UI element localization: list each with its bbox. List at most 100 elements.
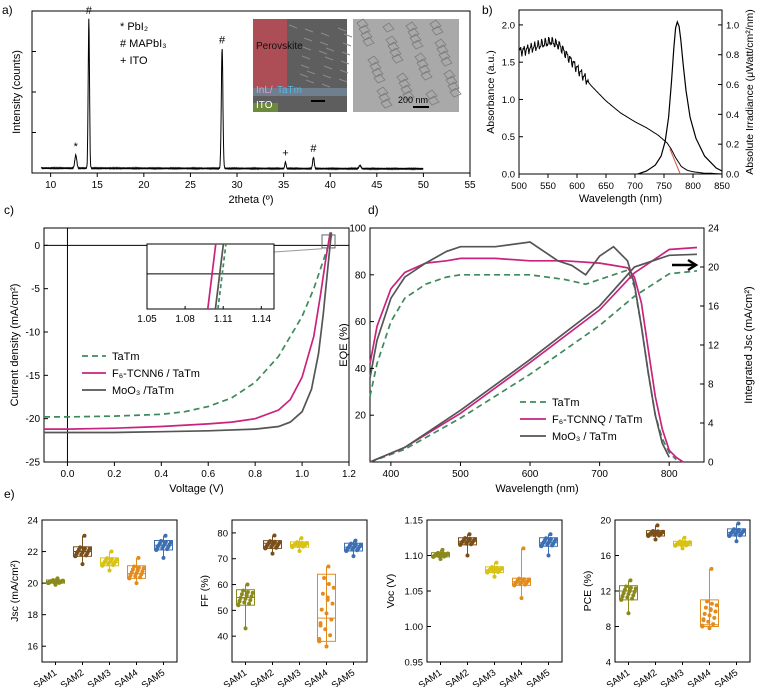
box-point bbox=[548, 532, 553, 537]
inset-series-line bbox=[206, 243, 217, 310]
box-point bbox=[492, 574, 497, 579]
box-point bbox=[513, 581, 518, 586]
y-tick-label: 20 bbox=[600, 516, 611, 527]
box-point bbox=[620, 594, 625, 599]
sem-grain bbox=[360, 30, 373, 41]
box-point bbox=[319, 607, 324, 612]
x-tick-label: 0.8 bbox=[248, 469, 262, 480]
y-tick-label: 12 bbox=[600, 587, 611, 598]
sem-texture bbox=[341, 51, 351, 56]
box-point bbox=[272, 533, 277, 538]
jv-series-line bbox=[44, 232, 332, 430]
box-point bbox=[242, 600, 247, 605]
x-tick-label: 20 bbox=[138, 180, 150, 191]
jsc-series-line bbox=[369, 246, 698, 463]
category-label: SAM4 bbox=[686, 667, 714, 687]
peak-marker: # bbox=[86, 5, 93, 17]
box-point bbox=[135, 568, 140, 573]
box-point bbox=[107, 568, 112, 573]
box-point bbox=[735, 529, 740, 534]
sem-grain bbox=[382, 22, 395, 33]
category-label: SAM5 bbox=[525, 667, 553, 687]
sem-grain bbox=[416, 58, 429, 69]
panel-label-a: a) bbox=[2, 3, 13, 17]
box-point bbox=[247, 601, 252, 606]
jsc-series-line bbox=[369, 270, 698, 463]
x-tick-label: 0.2 bbox=[107, 469, 121, 480]
y-tick-label: 16 bbox=[600, 551, 611, 562]
sem-texture bbox=[320, 32, 330, 37]
box-point bbox=[236, 602, 241, 607]
eqe-series-line bbox=[369, 257, 684, 463]
box-point bbox=[277, 540, 282, 545]
eqe-series-line bbox=[369, 241, 670, 458]
y-axis-label: EQE (%) bbox=[338, 323, 350, 366]
box-point bbox=[268, 539, 273, 544]
category-label: SAM4 bbox=[113, 667, 141, 687]
tangent-line bbox=[669, 148, 681, 175]
box-point bbox=[701, 617, 706, 622]
x-tick-label: 550 bbox=[540, 181, 556, 192]
sem-grain bbox=[373, 73, 386, 84]
legend-entry: # MAPbI₃ bbox=[120, 38, 167, 50]
absorbance-line bbox=[518, 36, 722, 175]
peak-marker: * bbox=[74, 141, 79, 153]
sem-texture bbox=[325, 47, 335, 52]
sem-grain bbox=[362, 36, 375, 47]
peak-marker: + bbox=[282, 148, 288, 160]
y-tick-label: 40 bbox=[217, 632, 228, 643]
box-point bbox=[734, 539, 739, 544]
sem-grain bbox=[420, 70, 433, 81]
sem-label-ito: ITO bbox=[256, 100, 273, 111]
box-point bbox=[728, 532, 733, 537]
panel-e2-boxplot: 40 50 60 70 80 FF (%) SAM1 SAM2 SAM3 SAM4 SAM5 bbox=[199, 519, 368, 687]
box-point bbox=[105, 556, 110, 561]
box-point bbox=[299, 536, 304, 541]
sem-scalebar-label: 200 nm bbox=[398, 95, 428, 105]
panel-label-e: e) bbox=[4, 487, 15, 501]
sem-texture bbox=[318, 50, 328, 55]
category-label: SAM4 bbox=[303, 667, 331, 687]
y-axis-label: Jsc (mA/cm²) bbox=[9, 560, 21, 622]
box-point bbox=[304, 540, 309, 545]
x-tick-label: 15 bbox=[92, 180, 104, 191]
x-tick-label: 500 bbox=[452, 469, 469, 480]
y-right-tick-label: 0.2 bbox=[726, 140, 739, 151]
y-axis-label: Absorbance (a.u.) bbox=[485, 50, 497, 133]
box-point bbox=[709, 601, 714, 606]
box-point bbox=[438, 557, 443, 562]
box-point bbox=[295, 540, 300, 545]
y-tick-label: 20 bbox=[27, 579, 38, 590]
box-point bbox=[270, 551, 275, 556]
box-point bbox=[440, 547, 445, 552]
sem-grain bbox=[391, 53, 404, 64]
box-point bbox=[80, 562, 85, 567]
box-point bbox=[631, 593, 636, 598]
box-point bbox=[463, 536, 468, 541]
box-point bbox=[109, 549, 114, 554]
x-axis-label: 2theta (º) bbox=[229, 194, 274, 206]
y-tick-label: -15 bbox=[26, 371, 41, 382]
box-point bbox=[161, 555, 166, 560]
panel-label-b: b) bbox=[482, 3, 493, 17]
sem-grain bbox=[367, 55, 380, 66]
box-point bbox=[53, 582, 58, 587]
y-right-tick-label: 0.8 bbox=[726, 50, 739, 61]
box-point bbox=[519, 596, 524, 601]
sem-ito-layer bbox=[253, 103, 278, 112]
x-tick-label: 700 bbox=[627, 181, 643, 192]
sem-grain bbox=[425, 89, 438, 100]
x-tick-label: 400 bbox=[383, 469, 400, 480]
x-tick-label: 55 bbox=[464, 180, 476, 191]
x-tick-label: 50 bbox=[418, 180, 430, 191]
box-point bbox=[325, 595, 330, 600]
y-tick-label: -5 bbox=[31, 284, 40, 295]
box-iqr bbox=[619, 585, 638, 601]
box-point bbox=[163, 533, 168, 538]
box-point bbox=[159, 539, 164, 544]
peak-marker: # bbox=[310, 143, 317, 155]
box-point bbox=[682, 535, 687, 540]
sem-texture bbox=[299, 73, 309, 78]
box-point bbox=[707, 613, 712, 618]
